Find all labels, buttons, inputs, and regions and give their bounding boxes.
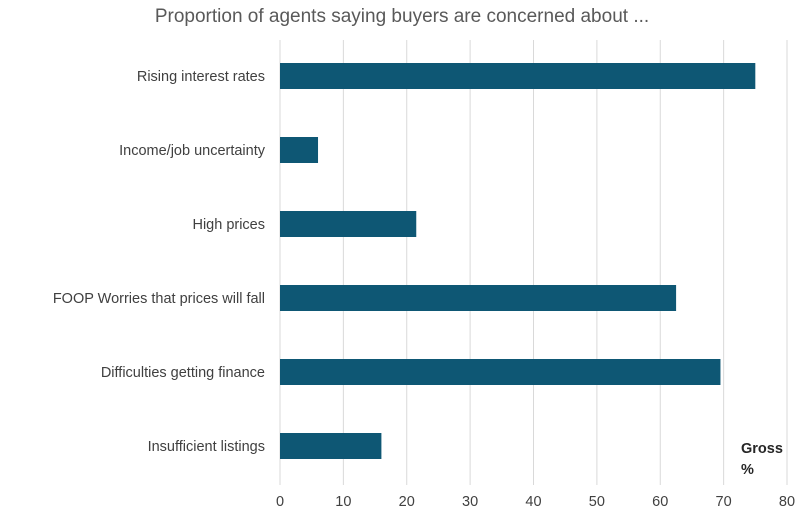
bar	[280, 359, 721, 385]
x-tick-label: 10	[335, 494, 351, 510]
x-tick-label: 50	[589, 494, 605, 510]
category-label: FOOP Worries that prices will fall	[53, 291, 265, 307]
bar	[280, 211, 417, 237]
x-tick-label: 20	[399, 494, 415, 510]
gridlines	[279, 40, 788, 485]
category-labels: Rising interest rates Income/job uncertai…	[53, 69, 266, 455]
chart-title: Proportion of agents saying buyers are c…	[155, 6, 649, 27]
category-label: Rising interest rates	[137, 69, 265, 85]
bar	[280, 433, 382, 459]
x-tick-label: 60	[652, 494, 668, 510]
category-label: High prices	[192, 217, 265, 233]
bars	[280, 63, 756, 459]
category-label: Difficulties getting finance	[101, 365, 265, 381]
x-tick-label: 70	[716, 494, 732, 510]
x-tick-label: 40	[525, 494, 541, 510]
category-label: Income/job uncertainty	[119, 143, 266, 159]
bar	[280, 63, 756, 89]
bar	[280, 137, 319, 163]
unit-label-gross: Gross	[741, 441, 783, 457]
unit-label-percent: %	[741, 462, 754, 478]
x-tick-label: 30	[462, 494, 478, 510]
x-axis-tick-labels: 0 10 20 30 40 50 60 70 80	[276, 494, 795, 510]
bar	[280, 285, 677, 311]
x-tick-label: 80	[779, 494, 795, 510]
category-label: Insufficient listings	[148, 439, 265, 455]
x-tick-label: 0	[276, 494, 284, 510]
